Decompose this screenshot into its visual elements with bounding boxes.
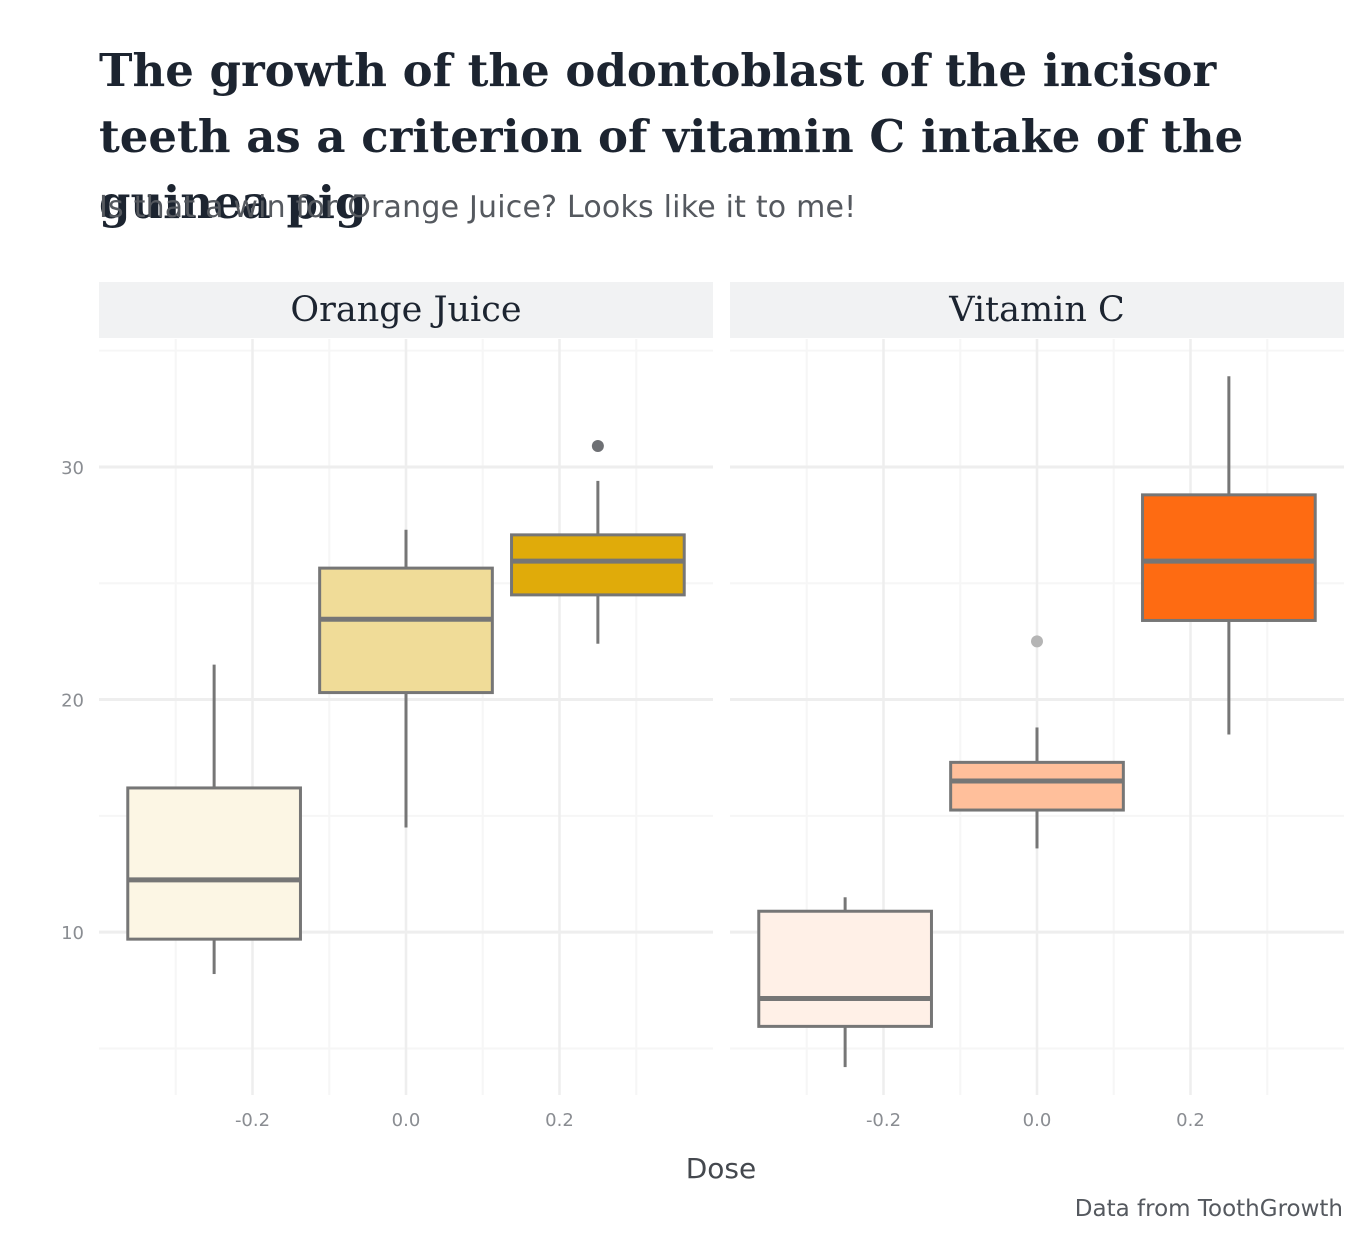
x-axis-title: Dose [686, 1152, 757, 1185]
x-tick-label: -0.2 [235, 1110, 270, 1131]
box-vitamin-c-1 [949, 760, 1125, 812]
x-tick-label: -0.2 [866, 1110, 901, 1131]
chart-subtitle: Is that a win for Orange Juice? Looks li… [99, 190, 857, 225]
box-vitamin-c-0 [757, 909, 933, 1028]
facet-strip-orange-juice [99, 282, 713, 338]
y-tick-label: 20 [61, 691, 84, 712]
outlier-point [591, 440, 604, 453]
facet-label-orange-juice: Orange Juice [290, 290, 521, 330]
chart-caption: Data from ToothGrowth [1074, 1196, 1343, 1222]
outlier-point [1031, 635, 1043, 648]
x-tick-label: 0.0 [392, 1110, 421, 1131]
facet-label-vitamin-c: Vitamin C [948, 290, 1125, 330]
facet-strip-vitamin-c [730, 282, 1344, 338]
x-tick-label: 0.2 [1176, 1110, 1205, 1131]
chart-title: The growth of the odontoblast of the inc… [99, 44, 1244, 229]
x-tick-label: 0.0 [1023, 1110, 1052, 1131]
box-vitamin-c-2 [1141, 493, 1317, 622]
box-orange-juice-0 [126, 786, 302, 941]
y-tick-label: 30 [61, 458, 84, 479]
x-tick-label: 0.2 [545, 1110, 574, 1131]
box-orange-juice-1 [318, 566, 494, 695]
y-tick-label: 10 [61, 923, 84, 944]
box-orange-juice-2 [510, 533, 686, 597]
